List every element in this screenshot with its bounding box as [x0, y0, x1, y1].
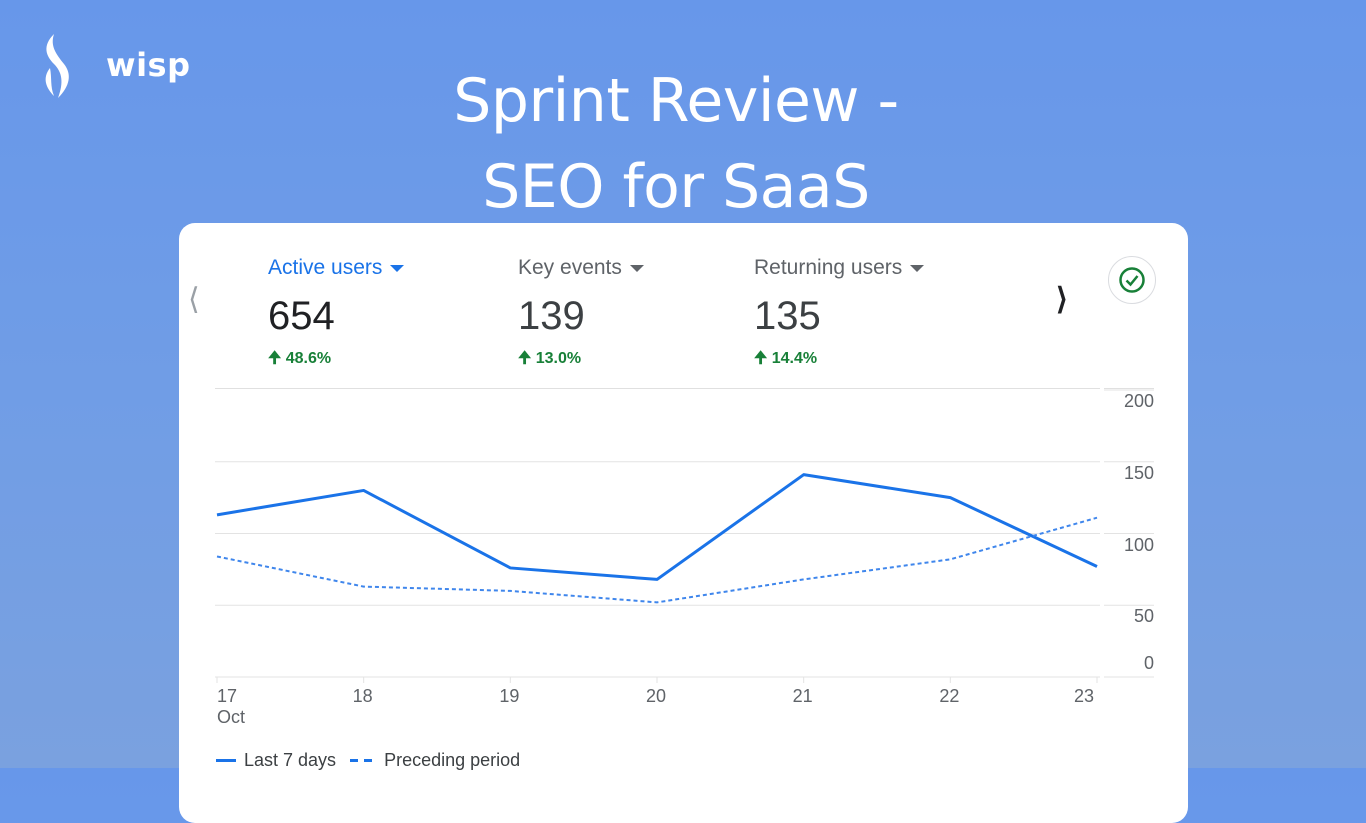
x-tick-label: 19: [499, 686, 519, 707]
y-tick-label: 150: [1100, 463, 1154, 484]
y-tick-label: 200: [1100, 391, 1154, 412]
y-tick-label: 50: [1100, 606, 1154, 627]
series-line-preceding-period: [217, 518, 1097, 603]
series-line-last-7-days: [217, 475, 1097, 580]
x-tick-label: 21: [793, 686, 813, 707]
line-chart: [0, 0, 1366, 768]
legend-solid-swatch: [216, 759, 236, 762]
y-tick-label: 0: [1100, 653, 1154, 674]
x-tick-label: 20: [646, 686, 666, 707]
x-tick-label: 18: [353, 686, 373, 707]
x-tick-label: 23: [1074, 686, 1094, 707]
legend-dashed-swatch: [350, 759, 376, 762]
x-tick-sublabel: Oct: [217, 707, 245, 728]
y-tick-label: 100: [1100, 535, 1154, 556]
x-tick-label: 22: [939, 686, 959, 707]
